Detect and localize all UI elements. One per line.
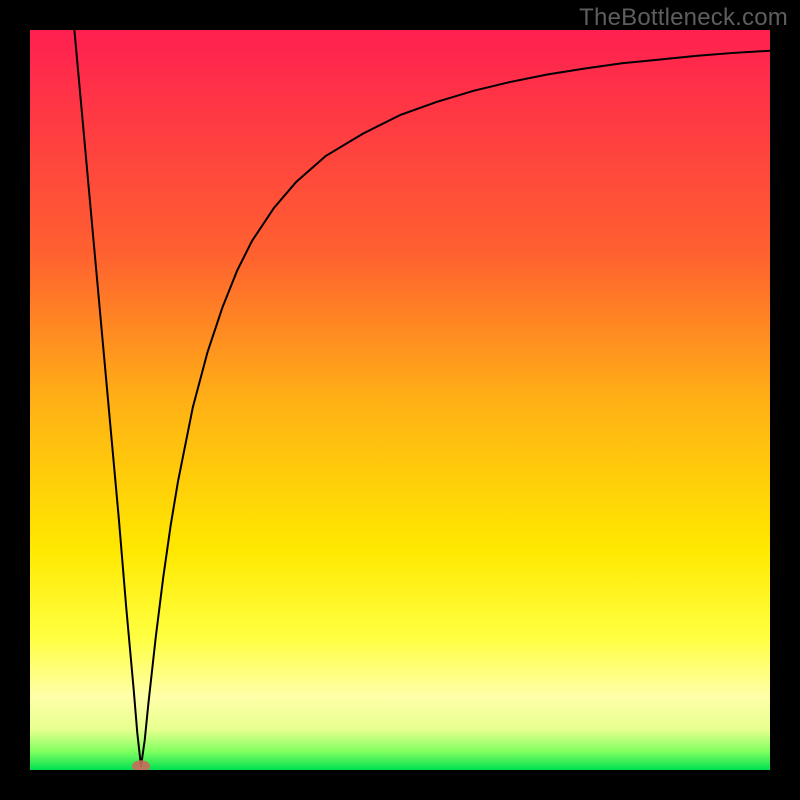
gradient-background: [30, 30, 770, 770]
plot-area: [30, 30, 770, 770]
watermark-text: TheBottleneck.com: [579, 4, 788, 32]
chart-frame: TheBottleneck.com: [0, 0, 800, 800]
plot-svg: [30, 30, 770, 770]
